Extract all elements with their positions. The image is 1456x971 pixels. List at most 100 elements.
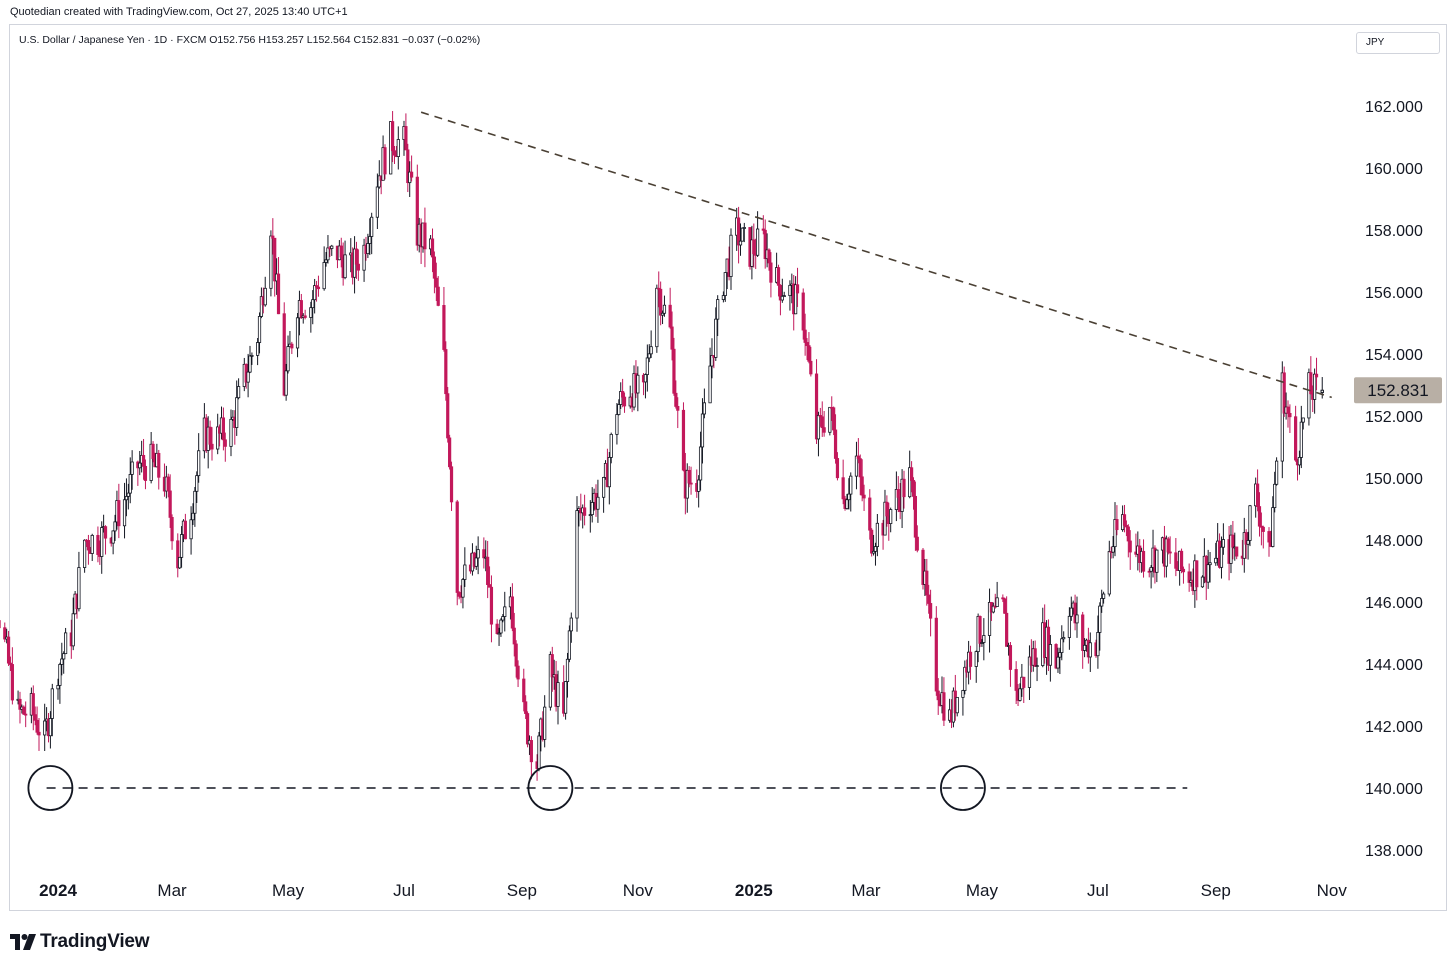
candle-body: [927, 594, 931, 604]
candle-body: [908, 467, 912, 498]
candle-body: [736, 217, 741, 246]
candle-body: [269, 235, 273, 289]
support-touch-circle: [27, 765, 74, 811]
y-tick-label: 160.000: [1365, 161, 1423, 178]
candle-body: [256, 342, 260, 356]
candle-body: [392, 150, 397, 156]
candle-body: [841, 477, 845, 500]
candle-body: [179, 534, 184, 558]
candle-body: [303, 315, 307, 318]
candle-body: [474, 557, 478, 567]
candle-body: [871, 550, 876, 554]
candle-body: [621, 391, 625, 398]
y-tick-label: 146.000: [1365, 595, 1423, 612]
candle-body: [1282, 372, 1286, 414]
legend-close: C152.831: [353, 34, 400, 46]
candle-body: [1054, 644, 1058, 669]
candle-body: [191, 512, 195, 521]
candle-body: [1124, 524, 1129, 528]
candle-body: [567, 630, 571, 660]
candle-body: [510, 596, 514, 629]
candle-body: [1271, 507, 1275, 547]
candle-body: [729, 234, 733, 277]
candle-body: [873, 546, 878, 552]
candle-body: [687, 469, 691, 484]
candle-body: [514, 643, 518, 667]
candle-body: [1267, 531, 1271, 543]
candle-body: [885, 501, 889, 517]
candle-body: [537, 735, 541, 769]
candle-body: [662, 304, 667, 314]
candle-body: [330, 245, 334, 249]
candle-body: [723, 272, 727, 296]
candle-body: [324, 259, 328, 263]
candle-body: [43, 720, 47, 736]
candle-body: [1111, 546, 1115, 553]
candle-body: [124, 495, 129, 501]
candle-body: [197, 450, 201, 477]
candle-body: [1062, 637, 1066, 640]
candle-body: [1022, 676, 1026, 688]
candle-body: [122, 499, 127, 527]
candle-body: [807, 345, 811, 362]
candle-body: [708, 365, 712, 404]
candle-body: [35, 719, 39, 733]
candle-body: [809, 360, 813, 375]
candle-body: [698, 446, 703, 481]
candle-body: [113, 521, 117, 532]
candle-body: [543, 706, 547, 740]
candle-body: [870, 529, 874, 554]
candle-body: [1082, 644, 1087, 651]
candle-body: [423, 222, 427, 250]
candle-body: [655, 287, 659, 348]
candle-body: [1168, 551, 1172, 554]
candle-body: [856, 455, 860, 460]
candle-body: [463, 564, 467, 580]
candle-body: [1081, 614, 1085, 651]
candle-body: [406, 149, 410, 184]
candle-body: [410, 171, 414, 178]
candle-body: [868, 497, 872, 531]
candle-body: [1075, 614, 1079, 624]
x-tick-label: Sep: [507, 881, 537, 900]
candle-body: [449, 466, 454, 503]
x-tick-label: Nov: [623, 881, 654, 900]
candle-body: [183, 520, 187, 540]
candle-body: [271, 235, 275, 239]
candle-body: [657, 287, 661, 290]
candle-body: [3, 627, 7, 640]
candle-body: [290, 343, 294, 349]
candle-body: [894, 489, 898, 510]
candle-body: [1128, 540, 1132, 553]
candle-body: [434, 277, 438, 288]
candle-body: [512, 627, 516, 645]
candle-body: [596, 496, 600, 510]
candle-body: [1058, 652, 1062, 658]
candle-body: [362, 244, 366, 271]
candle-body: [311, 299, 315, 309]
candle-body: [1286, 406, 1290, 414]
candle-body: [1242, 532, 1246, 559]
candle-body: [1088, 642, 1092, 658]
candle-body: [1221, 539, 1225, 548]
candle-body: [835, 458, 840, 479]
candle-body: [1033, 648, 1037, 667]
candle-body: [90, 534, 94, 554]
candle-body: [1174, 552, 1178, 569]
currency-button[interactable]: JPY: [1356, 32, 1440, 54]
candle-body: [602, 477, 606, 498]
tradingview-brand: TradingView: [10, 931, 150, 953]
candle-body: [1273, 483, 1277, 508]
candle-body: [436, 286, 440, 306]
candle-body: [322, 262, 326, 290]
candle-body: [738, 240, 743, 246]
candle-body: [250, 354, 254, 357]
candle-body: [550, 654, 554, 678]
candle-body: [130, 461, 134, 475]
chart-credit: Quotedian created with TradingView.com, …: [10, 6, 348, 18]
candle-body: [356, 263, 360, 271]
candle-body: [276, 273, 281, 315]
candle-body: [1164, 538, 1168, 567]
candle-body: [50, 688, 54, 719]
